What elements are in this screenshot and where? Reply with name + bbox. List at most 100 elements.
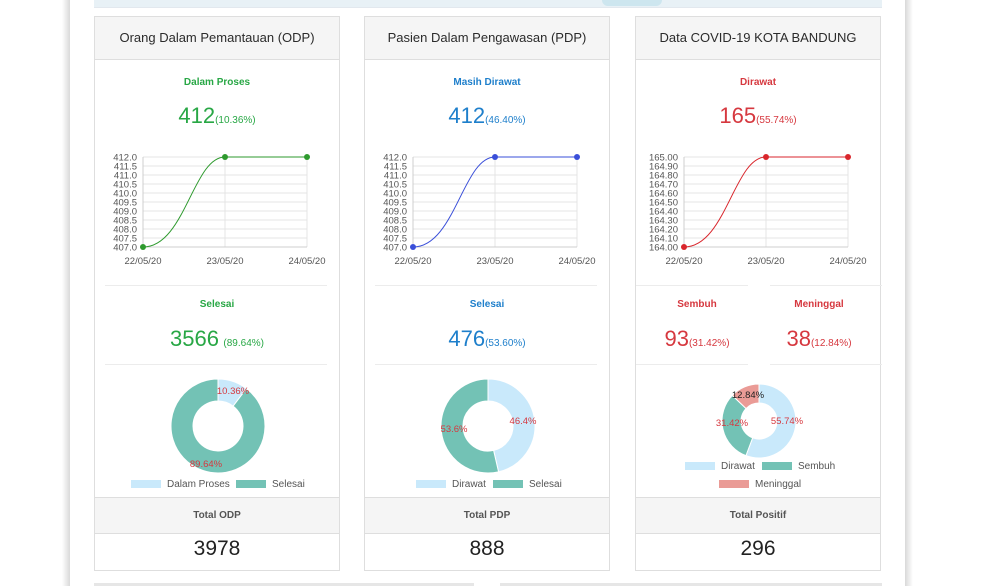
y-tick-label: 412.0 <box>113 153 137 164</box>
card-title: Orang Dalam Pemantauan (ODP) <box>95 17 339 60</box>
donut-slice[interactable] <box>731 383 760 410</box>
donut-slice[interactable] <box>487 378 536 473</box>
pdp-done-pct: (53.60%) <box>485 338 526 349</box>
pdp-done-value: 476 <box>448 326 486 351</box>
y-tick-label: 408.0 <box>383 225 407 236</box>
y-tick-label: 409.0 <box>383 207 407 218</box>
data-point[interactable] <box>845 154 851 160</box>
legend-item[interactable]: Meninggal <box>719 479 801 490</box>
donut-slice[interactable] <box>170 378 266 474</box>
x-tick-label: 24/05/20 <box>830 256 867 267</box>
card-title: Data COVID-19 KOTA BANDUNG <box>636 17 880 60</box>
y-tick-label: 407.0 <box>113 243 137 254</box>
pdp-done-stat: 476(53.60%) <box>365 326 609 352</box>
legend-item[interactable]: Dalam Proses <box>131 479 230 490</box>
legend-item[interactable]: Selesai <box>493 479 562 490</box>
odp-done-value: 3566 <box>170 326 219 351</box>
odp-line-chart: 412.0411.5411.0410.5410.0409.5409.0408.5… <box>113 153 326 268</box>
recovered-stat: 93(31.42%) <box>636 326 758 352</box>
top-strip <box>94 0 882 8</box>
data-point[interactable] <box>410 244 416 250</box>
legend-item[interactable]: Selesai <box>236 479 305 490</box>
odp-done-label: Selesai <box>199 299 235 310</box>
y-tick-label: 408.5 <box>113 216 137 227</box>
slice-label: 12.84% <box>732 390 765 401</box>
y-tick-label: 164.10 <box>649 234 678 245</box>
x-tick-label: 24/05/20 <box>289 256 326 267</box>
y-tick-label: 164.90 <box>649 162 678 173</box>
odp-card: Orang Dalam Pemantauan (ODP) Dalam Prose… <box>94 16 340 571</box>
pdp-treated-label: Masih Dirawat <box>453 77 521 88</box>
treated-stat: 165(55.74%) <box>636 103 880 129</box>
deceased-pct: (12.84%) <box>810 338 852 349</box>
series-line <box>412 156 577 248</box>
positive-line-chart: 165.00164.90164.80164.70164.60164.50164.… <box>649 153 867 268</box>
y-tick-label: 407.0 <box>383 243 407 254</box>
treated-pct: (55.74%) <box>756 115 797 126</box>
y-tick-label: 407.5 <box>383 234 407 245</box>
y-tick-label: 410.5 <box>113 180 137 191</box>
odp-in-progress-pct: (10.36%) <box>215 115 256 126</box>
y-tick-label: 407.5 <box>113 234 137 245</box>
data-point[interactable] <box>763 154 769 160</box>
x-tick-label: 22/05/20 <box>125 256 162 267</box>
treated-label: Dirawat <box>739 77 777 88</box>
series-line <box>142 156 307 248</box>
x-tick-label: 24/05/20 <box>559 256 596 267</box>
slice-label: 89.64% <box>190 459 223 470</box>
y-tick-label: 164.00 <box>649 243 678 254</box>
total-value: 296 <box>740 537 776 560</box>
card-title: Pasien Dalam Pengawasan (PDP) <box>365 17 609 60</box>
y-tick-label: 409.5 <box>113 198 137 209</box>
y-tick-label: 411.5 <box>384 162 407 173</box>
y-tick-label: 410.5 <box>383 180 407 191</box>
recovered-pct: (31.42%) <box>688 338 730 349</box>
treated-value: 165 <box>719 103 757 128</box>
page-gutter-left <box>0 0 70 586</box>
bottom-strip <box>500 583 882 586</box>
pdp-treated-stat: 412(46.40%) <box>365 103 609 129</box>
slice-label: 55.74% <box>771 416 804 427</box>
donut-slice[interactable] <box>440 378 500 474</box>
positive-donut-chart: 55.74% 31.42% 12.84% <box>716 383 804 459</box>
page-gutter-right <box>905 0 984 586</box>
data-point[interactable] <box>681 244 687 250</box>
x-tick-label: 22/05/20 <box>395 256 432 267</box>
y-tick-label: 409.5 <box>383 198 407 209</box>
pdp-treated-pct: (46.40%) <box>485 115 526 126</box>
odp-done-stat: 3566 (89.64%) <box>95 326 339 352</box>
y-tick-label: 165.00 <box>649 153 678 164</box>
data-point[interactable] <box>492 154 498 160</box>
pdp-card: Pasien Dalam Pengawasan (PDP) Masih Dira… <box>364 16 610 571</box>
total-label: Total Positif <box>636 497 880 534</box>
slice-label: 46.4% <box>510 416 537 427</box>
pdp-line-chart: 412.0411.5411.0410.5410.0409.5409.0408.5… <box>383 153 596 268</box>
y-tick-label: 410.0 <box>383 189 407 200</box>
data-point[interactable] <box>140 244 146 250</box>
legend-item[interactable]: Dirawat <box>685 461 755 472</box>
total-label: Total PDP <box>365 497 609 534</box>
recovered-value: 93 <box>664 326 689 351</box>
series-line <box>683 156 848 248</box>
legend-item[interactable]: Dirawat <box>416 479 486 490</box>
data-point[interactable] <box>574 154 580 160</box>
y-tick-label: 164.50 <box>649 198 678 209</box>
bottom-strip <box>94 583 474 586</box>
data-point[interactable] <box>222 154 228 160</box>
y-tick-label: 411.0 <box>114 171 137 182</box>
donut-slice[interactable] <box>745 383 797 459</box>
total-value: 888 <box>469 537 505 560</box>
pdp-done-label: Selesai <box>469 299 505 310</box>
y-tick-label: 409.0 <box>113 207 137 218</box>
pdp-treated-value: 412 <box>448 103 486 128</box>
recovered-label: Sembuh <box>677 299 717 310</box>
x-tick-label: 23/05/20 <box>477 256 514 267</box>
data-point[interactable] <box>304 154 310 160</box>
x-tick-label: 22/05/20 <box>666 256 703 267</box>
legend-item[interactable]: Sembuh <box>762 461 835 472</box>
odp-done-pct: (89.64%) <box>223 338 264 349</box>
y-tick-label: 164.70 <box>649 180 678 191</box>
deceased-stat: 38(12.84%) <box>758 326 880 352</box>
y-tick-label: 164.20 <box>649 225 678 236</box>
y-tick-label: 408.0 <box>113 225 137 236</box>
